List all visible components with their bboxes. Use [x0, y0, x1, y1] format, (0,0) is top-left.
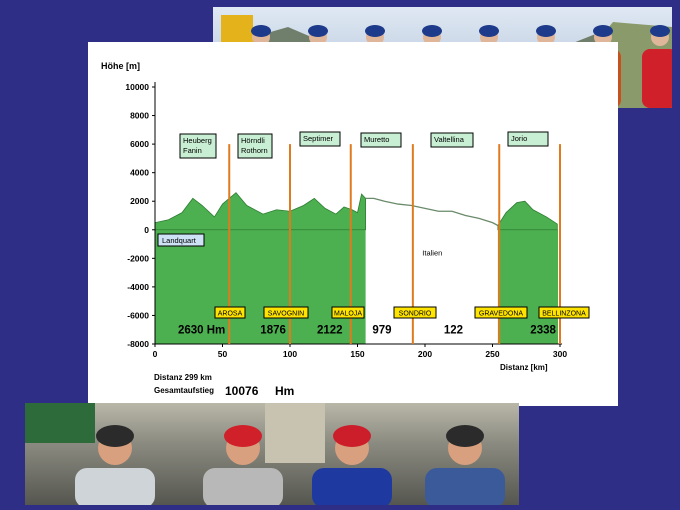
y-tick-label-10000: 10000 — [125, 82, 149, 92]
pass-box-3 — [360, 132, 402, 148]
total-ascent-label: Gesamtaufstieg — [154, 386, 214, 395]
pass-box-0 — [179, 133, 217, 159]
stage-climb-3: 979 — [372, 325, 391, 337]
total-ascent-unit: Hm — [275, 384, 294, 398]
rider-shirt-7 — [642, 49, 672, 108]
rider-helmet-0 — [251, 25, 271, 37]
pass-label-5: Jorio — [511, 134, 527, 143]
y-tick-label--6000: -6000 — [127, 310, 149, 320]
swiss-fill-lower-2 — [497, 229, 558, 344]
total-ascent-value: 10076 — [225, 384, 259, 398]
pass-box-5 — [507, 131, 549, 147]
pass-box-4 — [430, 132, 474, 148]
pass-label-3: Muretto — [364, 135, 389, 144]
pass-label-0: Heuberg — [183, 136, 212, 145]
rider-helmet-1 — [308, 25, 328, 37]
x-tick-label-0: 0 — [153, 349, 158, 359]
town-label-0: AROSA — [218, 311, 243, 318]
stage-climb-4: 122 — [444, 325, 463, 337]
y-axis-label: Höhe [m] — [101, 61, 140, 71]
swiss-fill-lower — [155, 229, 366, 344]
y-tick-label--8000: -8000 — [127, 339, 149, 349]
x-tick-label-50: 50 — [218, 349, 228, 359]
town-box-1 — [263, 306, 309, 319]
y-tick-label-2000: 2000 — [130, 196, 149, 206]
rider-helmet-5 — [536, 25, 556, 37]
cyclist-jersey-3 — [425, 468, 505, 505]
town-label-5: BELLINZONA — [542, 311, 586, 318]
y-tick-label-0: 0 — [144, 225, 149, 235]
distance-total: Distanz 299 km — [154, 373, 212, 382]
rider-helmet-4 — [479, 25, 499, 37]
x-tick-label-100: 100 — [283, 349, 297, 359]
pass-label-4: Valtellina — [434, 135, 465, 144]
chart-svg: Höhe [m] Distanz [km] Distanz 299 km Ges… — [101, 61, 590, 398]
pass-label-2: Septimer — [303, 134, 334, 143]
stage-climb-5: 2338 — [530, 325, 556, 337]
town-box-5 — [538, 306, 590, 319]
rider-helmet-6 — [593, 25, 613, 37]
cyclist-helmet-1 — [224, 425, 262, 447]
rider-helmet-2 — [365, 25, 385, 37]
town-box-0 — [214, 306, 246, 319]
stage-climb-0: 2630 Hm — [178, 325, 225, 337]
pass-label-1: Rothorn — [241, 146, 268, 155]
cyclist-jersey-1 — [203, 468, 283, 505]
town-label-4: GRAVEDONA — [479, 311, 524, 318]
elevation-chart: Höhe [m] Distanz [km] Distanz 299 km Ges… — [88, 42, 618, 406]
town-box-2 — [331, 306, 365, 319]
x-tick-label-200: 200 — [418, 349, 432, 359]
pass-label-1: Hörndli — [241, 136, 265, 145]
pass-label-0: Fanin — [183, 146, 202, 155]
cyclist-jersey-2 — [312, 468, 392, 505]
x-tick-label-150: 150 — [350, 349, 364, 359]
town-label-3: SONDRIO — [399, 311, 432, 318]
profile-area-2 — [497, 200, 558, 231]
cyclist-helmet-3 — [446, 425, 484, 447]
y-tick-label--2000: -2000 — [127, 253, 149, 263]
stage-climb-2: 2122 — [317, 325, 343, 337]
x-tick-label-250: 250 — [485, 349, 499, 359]
start-label: Landquart — [162, 236, 197, 245]
profile-line-italy — [365, 197, 499, 227]
y-tick-label-8000: 8000 — [130, 111, 149, 121]
rider-helmet-3 — [422, 25, 442, 37]
rider-helmet-7 — [650, 25, 670, 37]
pass-box-1 — [237, 133, 273, 159]
y-tick-label--4000: -4000 — [127, 282, 149, 292]
y-tick-label-6000: 6000 — [130, 139, 149, 149]
cyclists-closeup-photo — [25, 403, 519, 505]
town-box-3 — [393, 306, 437, 319]
x-axis-label: Distanz [km] — [500, 363, 548, 372]
y-tick-label-4000: 4000 — [130, 168, 149, 178]
town-label-2: MALOJA — [334, 311, 362, 318]
country-label: Italien — [422, 248, 442, 257]
cyclist-helmet-2 — [333, 425, 371, 447]
x-tick-label-300: 300 — [553, 349, 567, 359]
start-box — [157, 233, 205, 247]
pass-box-2 — [299, 131, 341, 147]
profile-area-1 — [154, 192, 366, 231]
cyclist-jersey-0 — [75, 468, 155, 505]
cyclist-helmet-0 — [96, 425, 134, 447]
stage-climb-1: 1876 — [260, 325, 286, 337]
town-label-1: SAVOGNIN — [268, 311, 304, 318]
town-box-4 — [474, 306, 528, 319]
